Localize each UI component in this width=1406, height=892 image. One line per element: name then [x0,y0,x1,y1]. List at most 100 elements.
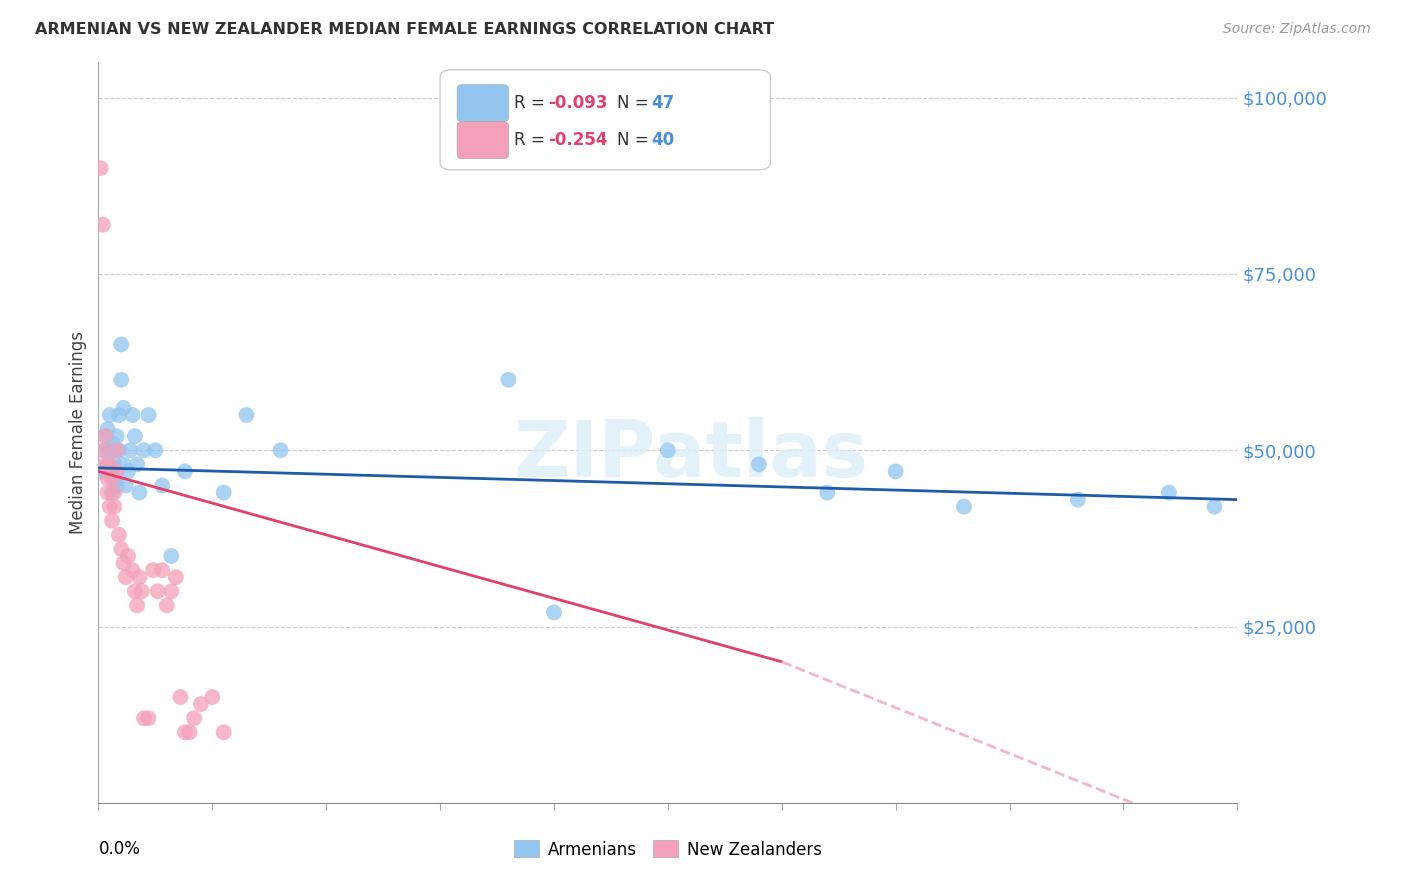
Text: ARMENIAN VS NEW ZEALANDER MEDIAN FEMALE EARNINGS CORRELATION CHART: ARMENIAN VS NEW ZEALANDER MEDIAN FEMALE … [35,22,775,37]
Point [146,584,169,599]
Point [94,429,117,443]
Point [127,599,149,613]
Text: -0.093: -0.093 [548,95,607,112]
Text: R =: R = [515,131,550,149]
Point [120,443,142,458]
Point [131,584,153,599]
Text: N =: N = [617,95,654,112]
Point [132,443,155,458]
Point [101,471,124,485]
Point [128,485,150,500]
Point [98,443,121,458]
Point [94,443,117,458]
Point [96,458,118,472]
Point [103,443,125,458]
Point [138,711,160,725]
Point [91,464,114,478]
Point [112,458,135,472]
Point [657,443,679,458]
Point [183,711,205,725]
Point [1157,485,1180,500]
Point [96,422,118,436]
FancyBboxPatch shape [457,121,509,159]
Point [112,401,135,415]
Point [212,485,235,500]
Point [190,697,212,711]
Text: -0.254: -0.254 [548,131,607,149]
Point [94,429,117,443]
Point [132,711,155,725]
FancyBboxPatch shape [457,85,509,121]
Point [498,373,520,387]
Point [160,584,183,599]
Point [110,541,132,556]
Point [121,563,143,577]
Point [110,373,132,387]
Point [169,690,191,704]
Point [98,500,121,514]
Point [105,429,128,443]
Point [112,556,135,570]
Legend: Armenians, New Zealanders: Armenians, New Zealanders [505,830,831,869]
Text: 47: 47 [651,95,673,112]
Point [150,563,173,577]
Point [98,408,121,422]
Point [124,429,146,443]
Point [103,485,125,500]
Point [103,500,125,514]
Point [884,464,907,478]
Point [142,563,165,577]
Point [1204,500,1226,514]
Point [953,500,976,514]
Point [748,458,770,472]
Point [94,458,117,472]
Point [90,161,112,176]
Point [101,514,124,528]
Point [98,458,121,472]
Point [201,690,224,704]
Y-axis label: Median Female Earnings: Median Female Earnings [69,331,87,534]
Point [815,485,838,500]
Point [108,408,131,422]
Point [114,570,136,584]
Point [110,337,132,351]
Point [121,408,143,422]
Point [108,528,131,542]
Point [179,725,201,739]
Point [165,570,187,584]
Text: Source: ZipAtlas.com: Source: ZipAtlas.com [1223,22,1371,37]
FancyBboxPatch shape [440,70,770,169]
Point [96,485,118,500]
Point [128,570,150,584]
Point [174,464,197,478]
Point [101,464,124,478]
Text: 40: 40 [651,131,673,149]
Point [91,218,114,232]
Point [127,458,149,472]
Point [105,464,128,478]
Text: ZIPatlas: ZIPatlas [513,417,868,493]
Point [156,599,179,613]
Point [103,471,125,485]
Point [150,478,173,492]
Point [101,485,124,500]
Text: R =: R = [515,95,550,112]
Point [117,549,139,563]
Point [105,443,128,458]
Point [160,549,183,563]
Point [114,478,136,492]
Point [117,464,139,478]
Text: 0.0%: 0.0% [98,840,141,858]
Point [145,443,167,458]
Point [543,606,565,620]
Point [235,408,257,422]
Point [138,408,160,422]
Point [103,458,125,472]
Point [124,584,146,599]
Text: N =: N = [617,131,654,149]
Point [1067,492,1090,507]
Point [212,725,235,739]
Point [91,443,114,458]
Point [96,471,118,485]
Point [174,725,197,739]
